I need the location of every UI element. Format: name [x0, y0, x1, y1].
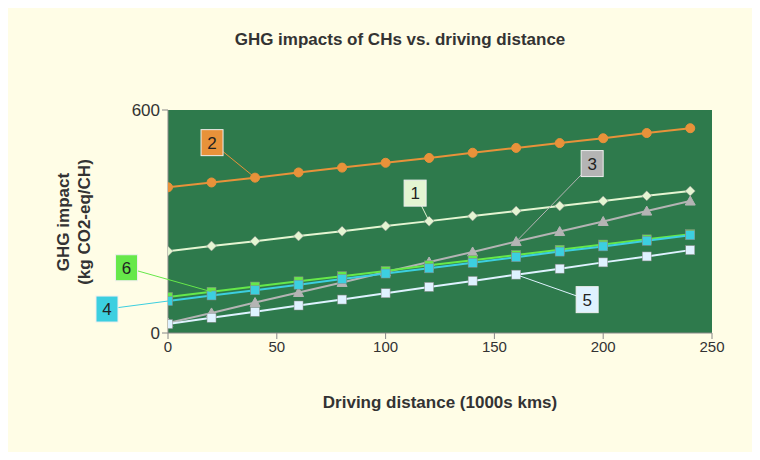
- html-text:GHG impacts of CHs vs. driving: GHG impacts of CHs vs. driving distance: [234, 30, 566, 49]
- html-text:(kg CO2-eq/CH): (kg CO2-eq/CH): [75, 159, 94, 285]
- svg-text:250: 250: [699, 338, 724, 355]
- svg-text:1: 1: [410, 184, 419, 203]
- svg-text:50: 50: [268, 338, 285, 355]
- html-text:Driving distance (1000s kms): Driving distance (1000s kms): [322, 393, 558, 412]
- svg-text:150: 150: [482, 338, 507, 355]
- svg-text:5: 5: [582, 291, 591, 310]
- svg-text:0: 0: [151, 324, 160, 343]
- svg-text:0: 0: [164, 338, 172, 355]
- svg-text:3: 3: [587, 155, 596, 174]
- html-text:GHG impact: GHG impact: [54, 172, 73, 272]
- svg-text:2: 2: [207, 134, 216, 153]
- svg-text:600: 600: [132, 101, 160, 120]
- svg-text:4: 4: [102, 300, 111, 319]
- svg-text:6: 6: [122, 259, 131, 278]
- svg-text:200: 200: [591, 338, 616, 355]
- svg-text:100: 100: [373, 338, 398, 355]
